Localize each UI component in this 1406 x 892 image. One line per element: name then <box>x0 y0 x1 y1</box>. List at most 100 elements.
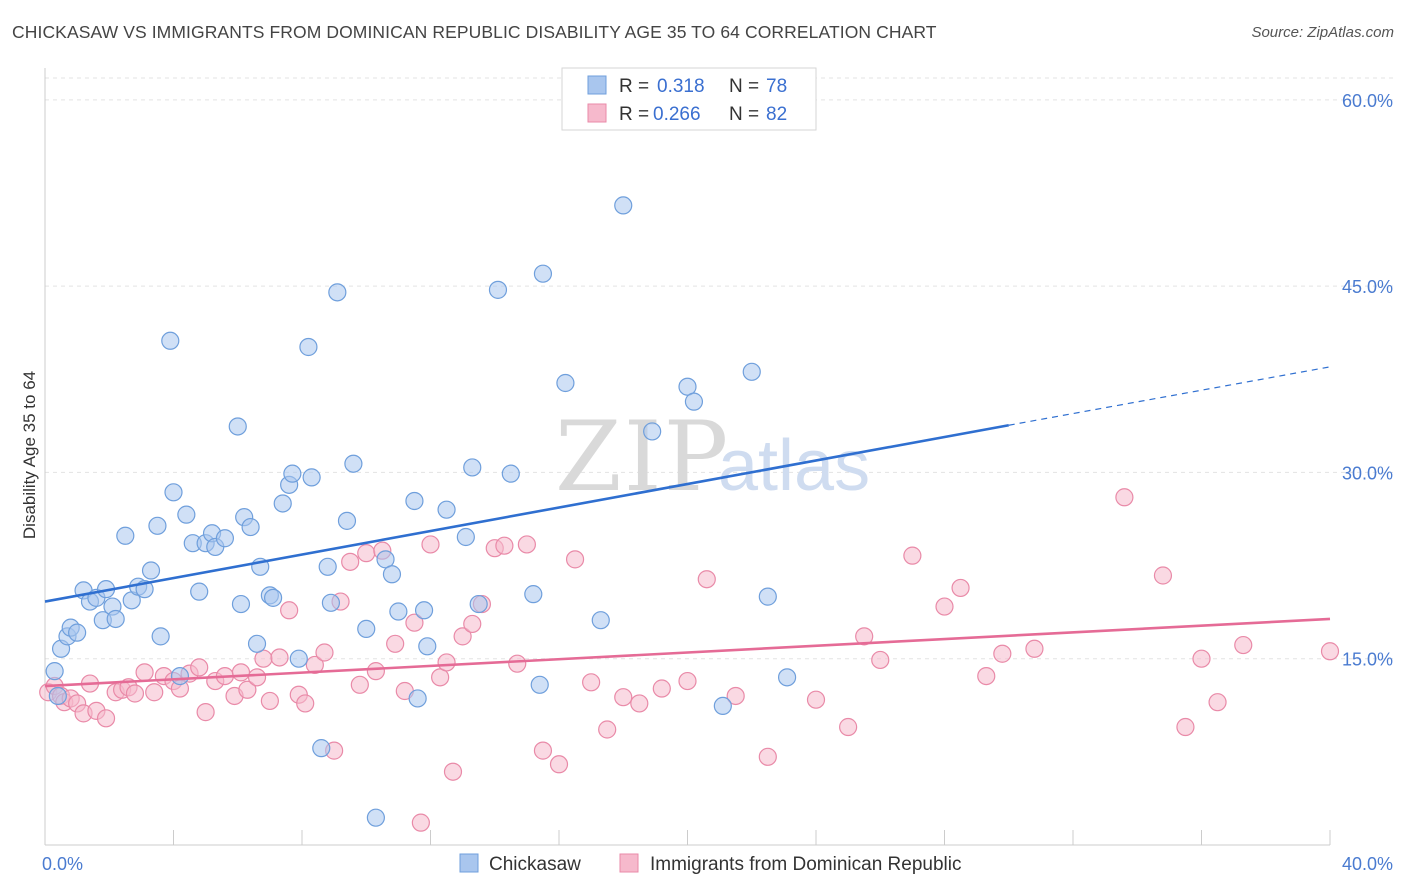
chickasaw-point-12 <box>106 609 125 629</box>
chickasaw-point-77 <box>758 587 777 606</box>
bottom-legend-dominican: Immigrants from Dominican Republic <box>650 854 962 875</box>
y-tick-label-3: 60.0% <box>1342 91 1393 111</box>
chickasaw-point-46 <box>321 593 341 612</box>
chickasaw-point-63 <box>488 280 508 299</box>
chickasaw-point-29 <box>215 529 234 548</box>
dominican-point-78 <box>993 644 1012 663</box>
chickasaw-point-74 <box>713 696 732 716</box>
chickasaw-point-76 <box>777 668 797 687</box>
dominican-point-9 <box>96 709 116 728</box>
legend-swatch-dominican <box>587 103 607 123</box>
dominican-point-66 <box>678 671 697 691</box>
legend-n-value-2: 82 <box>766 104 787 125</box>
dominican-point-26 <box>238 680 257 699</box>
dominican-point-77 <box>977 666 996 686</box>
dominican-point-71 <box>839 717 858 737</box>
trend-dominican <box>44 617 1331 688</box>
legend-n-label-2: N = <box>729 104 759 125</box>
chickasaw-point-67 <box>533 264 553 283</box>
chickasaw-point-21 <box>164 483 183 502</box>
bottom-legend-swatch-chickasaw <box>459 853 479 873</box>
bottom-legend: Chickasaw Immigrants from Dominican Repu… <box>459 853 962 875</box>
chickasaw-point-20 <box>161 331 180 350</box>
dominican-point-72 <box>855 627 874 646</box>
dominican-point-52 <box>463 614 482 634</box>
chickasaw-point-56 <box>408 689 427 708</box>
dominican-point-33 <box>296 694 315 713</box>
dominican-point-30 <box>270 648 289 667</box>
chickasaw-point-18 <box>148 516 167 535</box>
dominican-point-21 <box>196 703 215 722</box>
bottom-legend-chickasaw: Chickasaw <box>489 854 581 875</box>
dominican-point-56 <box>508 654 527 673</box>
dominican-point-60 <box>565 550 585 569</box>
dominican-point-38 <box>341 552 360 571</box>
axes <box>44 68 1331 846</box>
dominican-point-55 <box>495 536 514 555</box>
dominican-point-35 <box>315 643 334 662</box>
chickasaw-point-38 <box>273 494 292 513</box>
dominican-point-84 <box>1153 566 1173 585</box>
trend-chickasaw-extension <box>1008 366 1331 426</box>
dominican-point-39 <box>350 675 369 694</box>
dominican-point-41 <box>366 662 385 681</box>
trend-lines <box>44 366 1331 688</box>
chickasaw-point-19 <box>151 627 170 646</box>
chickasaw-point-23 <box>177 505 196 524</box>
dominican-point-86 <box>1192 649 1211 668</box>
watermark: ZIP atlas <box>555 401 870 513</box>
chickasaw-point-75 <box>742 362 761 381</box>
chickasaw-point-42 <box>299 337 318 357</box>
dominican-point-83 <box>1320 642 1340 661</box>
dominican-point-15 <box>145 683 164 702</box>
legend-r-value-1: 0.318 <box>657 76 705 97</box>
series-dominican-points <box>39 488 1340 832</box>
y-tick-label-1: 30.0% <box>1342 463 1393 483</box>
legend-r-label-2: R = <box>619 104 649 125</box>
chickasaw-point-69 <box>591 611 610 630</box>
dominican-point-64 <box>630 694 649 713</box>
chickasaw-point-62 <box>469 594 488 614</box>
dominican-point-40 <box>357 544 376 563</box>
chickasaw-point-47 <box>328 283 347 302</box>
chickasaw-point-71 <box>643 422 662 441</box>
legend-n-label-1: N = <box>729 76 759 97</box>
x-tick-label-1: 40.0% <box>1342 854 1393 874</box>
tick-labels: 15.0% 30.0% 45.0% 60.0% 0.0% 40.0% <box>42 91 1393 874</box>
legend-box: R = 0.318 N = 78 R = 0.266 N = 82 <box>561 67 817 131</box>
chickasaw-point-41 <box>289 649 308 668</box>
legend-n-value-1: 78 <box>766 76 787 97</box>
dominican-point-65 <box>652 679 671 698</box>
dominican-point-14 <box>135 663 154 682</box>
dominican-point-70 <box>806 690 826 709</box>
y-tick-label-2: 45.0% <box>1342 277 1393 297</box>
chickasaw-point-50 <box>357 619 376 639</box>
dominican-point-62 <box>598 720 617 739</box>
chickasaw-point-55 <box>405 491 424 511</box>
chickasaw-point-58 <box>418 637 437 656</box>
dominican-point-82 <box>1234 635 1253 655</box>
dominican-point-74 <box>903 546 922 565</box>
dominican-point-50 <box>443 762 463 781</box>
dominican-point-57 <box>517 535 536 554</box>
chickasaw-point-59 <box>437 500 456 519</box>
dominican-point-81 <box>1208 693 1227 712</box>
dominican-point-51 <box>453 627 472 646</box>
chickasaw-point-13 <box>116 526 135 545</box>
chickasaw-point-43 <box>302 468 321 487</box>
chickasaw-point-34 <box>247 634 267 653</box>
dominican-point-61 <box>582 673 601 692</box>
dominican-point-47 <box>421 535 440 554</box>
chickasaw-point-30 <box>228 417 247 436</box>
dominican-point-76 <box>951 578 970 598</box>
dominican-point-59 <box>549 755 569 774</box>
chickasaw-point-31 <box>231 594 251 614</box>
chickasaw-point-0 <box>45 662 64 681</box>
chickasaw-point-17 <box>141 561 161 580</box>
dominican-point-13 <box>125 684 145 703</box>
chickasaw-point-1 <box>48 686 67 706</box>
chickasaw-point-53 <box>382 565 402 584</box>
dominican-point-58 <box>533 741 553 760</box>
dominican-point-79 <box>1025 639 1044 658</box>
trend-chickasaw <box>44 423 1009 603</box>
